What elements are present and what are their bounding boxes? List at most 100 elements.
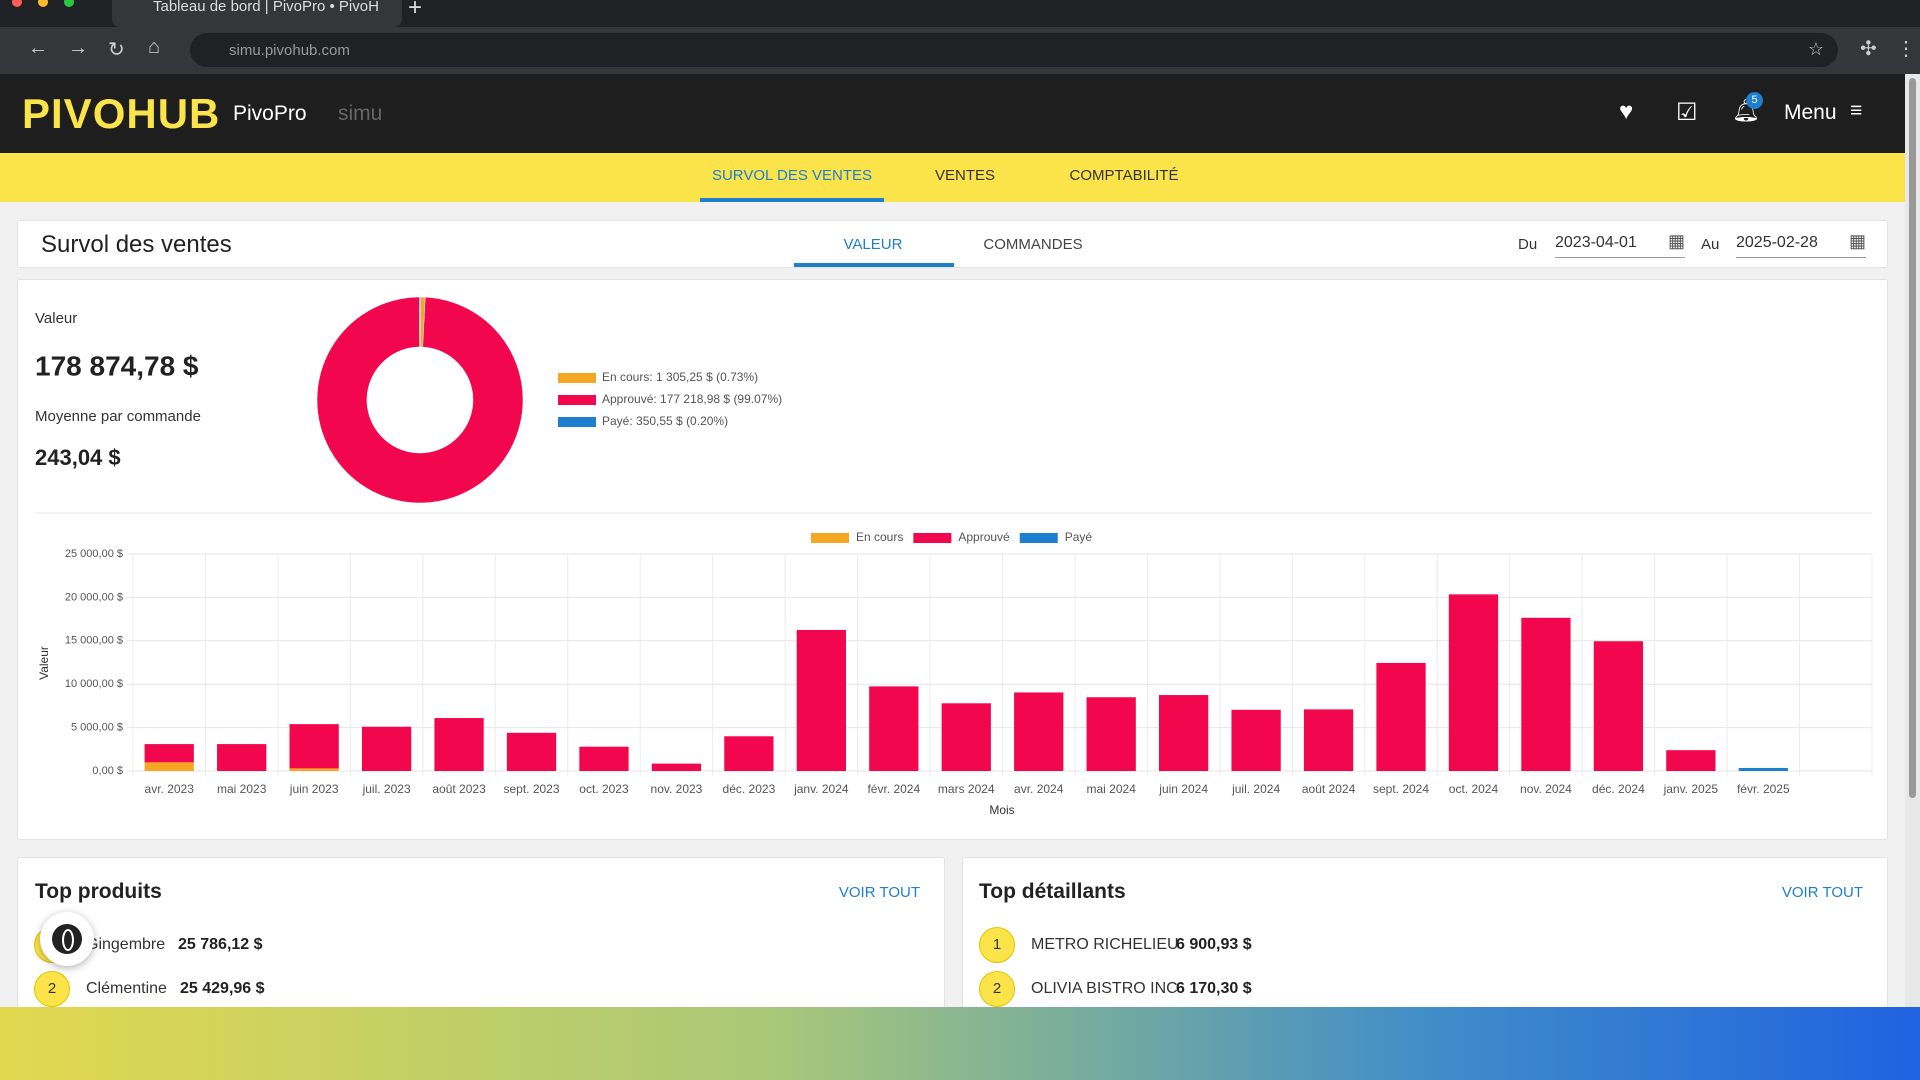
x-tick-label: juil. 2023 [362,782,411,796]
bar-segment [434,718,484,771]
browser-menu[interactable]: ⋮ [1896,38,1916,60]
reload[interactable]: ↻ [108,39,125,61]
bar-segment [1159,695,1209,771]
toolbar: Survol des ventes VALEUR COMMANDES Du 20… [17,220,1888,268]
x-tick-label: oct. 2023 [579,782,629,796]
bar-segment [1738,767,1788,771]
legend-label: En cours [856,530,903,544]
menu[interactable]: Menu [1784,101,1837,124]
bar-segment [144,762,194,771]
x-tick-label: nov. 2024 [1520,782,1572,796]
bar-segment [1303,709,1354,771]
tab-title: Tableau de bord | PivoPro • PivoH [153,0,379,15]
y-tick-label: 15 000,00 $ [65,635,123,647]
nav-item[interactable]: SURVOL DES VENTES [711,167,873,184]
home[interactable]: ⌂ [148,36,161,58]
top-products-card: Top produits VOIR TOUT 1 Gingembre 25 78… [17,857,945,1019]
forward[interactable]: → [68,37,88,59]
tab[interactable]: VALEUR [843,236,903,253]
retailer-name[interactable]: OLIVIA BISTRO INC [1031,980,1178,997]
x-axis-title: Mois [989,803,1014,817]
product-value: 25 429,96 $ [180,980,265,997]
from-date[interactable]: 2023-04-01 ▦ [1555,227,1685,258]
x-tick-label: nov. 2023 [651,782,703,796]
nav-item[interactable]: VENTES [934,167,996,184]
bar-segment [1086,697,1136,771]
extensions[interactable]: ✣ [1860,38,1877,60]
bar-segment [1014,692,1064,771]
avg-value: 243,04 $ [35,445,121,470]
y-tick-label: 0,00 $ [92,765,123,777]
url: simu.pivohub.com [229,42,350,59]
to-label: Au [1701,236,1720,253]
x-tick-label: sept. 2024 [1373,782,1429,796]
bar-segment [724,736,774,771]
retailer-value: 6 900,93 $ [1176,936,1252,953]
x-tick-label: févr. 2024 [867,782,920,796]
back[interactable]: ← [28,37,48,59]
bar-segment [144,744,194,763]
card-title: Top détaillants [979,880,1126,903]
nav-item[interactable]: COMPTABILITÉ [1069,167,1179,184]
calendar-icon[interactable]: ▦ [1667,231,1685,251]
calendar-icon[interactable]: ▦ [1848,231,1866,251]
tab[interactable]: COMMANDES [983,236,1083,253]
to-date[interactable]: 2025-02-28 ▦ [1736,227,1866,258]
bookmark[interactable]: ☆ [1807,39,1824,59]
legend-label: Approuvé: 177 218,98 $ (99.07%) [602,392,782,406]
footer-band [0,1007,1920,1080]
address-bar: ← → ↻ ⌂ simu.pivohub.com ☆ ✣ ⋮ [0,27,1920,74]
chat-widget[interactable] [40,912,94,966]
top-retailers-card: Top détaillants VOIR TOUT 1 METRO RICHEL… [962,857,1888,1019]
x-tick-label: août 2023 [432,782,486,796]
legend-swatch [913,533,952,543]
y-tick-label: 5 000,00 $ [71,722,123,734]
menu-icon[interactable]: ≡ [1850,99,1863,122]
logo[interactable]: PIVOHUB [22,90,221,137]
favorites[interactable]: ♥ [1619,98,1634,125]
y-axis-title: Valeur [37,646,51,680]
x-tick-label: déc. 2024 [1592,782,1645,796]
retailer-name[interactable]: METRO RICHELIEU [1031,936,1179,953]
bar-segment [217,744,267,771]
bar-segment [1231,709,1281,771]
x-tick-label: juin 2023 [289,782,339,796]
bar-segment [1521,617,1571,771]
from-label: Du [1518,236,1538,253]
new-tab[interactable]: + [408,0,423,21]
tasks[interactable]: ☑ [1676,99,1698,126]
url-field[interactable]: simu.pivohub.com ☆ [190,33,1838,67]
product-name[interactable]: Clémentine [86,980,167,997]
see-all[interactable]: VOIR TOUT [1781,884,1863,901]
bar-segment [289,724,339,769]
x-tick-label: févr. 2025 [1737,782,1790,796]
legend-swatch [558,395,596,405]
app-header: PIVOHUB PivoPro simu ♥ ☑ 🔔︎ 5 Menu ≡ [0,74,1905,153]
x-tick-label: sept. 2023 [503,782,559,796]
bar-segment [941,703,991,771]
y-tick-label: 20 000,00 $ [65,591,123,603]
total-value: 178 874,78 $ [35,350,199,381]
x-tick-label: mai 2023 [217,782,267,796]
x-tick-label: août 2024 [1302,782,1356,796]
bar-segment [796,629,846,771]
see-all[interactable]: VOIR TOUT [838,884,920,901]
legend-swatch [1019,533,1058,543]
rank: 2 [979,971,1015,1007]
retailer-value: 6 170,30 $ [1176,980,1252,997]
x-tick-label: déc. 2023 [723,782,776,796]
x-tick-label: avr. 2023 [145,782,195,796]
legend-label: En cours: 1 305,25 $ (0.73%) [602,370,758,384]
bar-segment [506,732,557,771]
x-tick-label: avr. 2024 [1014,782,1064,796]
legend-label: Payé [1065,530,1093,544]
y-tick-label: 25 000,00 $ [65,548,123,560]
y-tick-label: 10 000,00 $ [65,678,123,690]
donut-slice [316,296,524,504]
bar-segment [1376,662,1426,771]
active-tab[interactable]: Tableau de bord | PivoPro • PivoH [112,0,402,27]
product-name[interactable]: Gingembre [86,936,166,953]
x-tick-label: juin 2024 [1158,782,1208,796]
x-tick-label: mars 2024 [938,782,995,796]
